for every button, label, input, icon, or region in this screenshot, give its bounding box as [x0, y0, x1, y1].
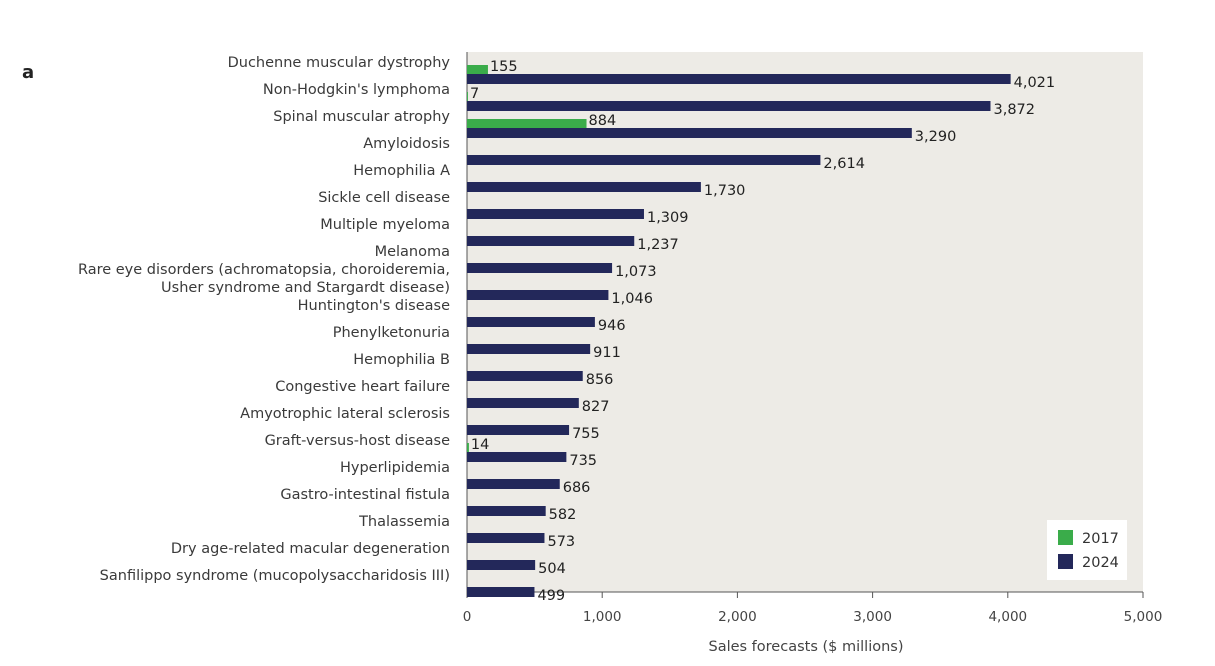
- value-label-2024: 911: [593, 345, 621, 361]
- bar-2024: [467, 344, 591, 354]
- value-label-2024: 499: [537, 588, 565, 604]
- value-label-2024: 2,614: [823, 156, 865, 172]
- category-label: Phenylketonuria: [333, 325, 450, 341]
- bar-2024: [467, 560, 536, 570]
- category-label: Graft-versus-host disease: [265, 433, 451, 449]
- category-label: Sanfilippo syndrome (mucopolysaccharidos…: [100, 568, 450, 584]
- value-label-2024: 3,290: [915, 129, 957, 145]
- category-label: Congestive heart failure: [275, 379, 450, 395]
- value-label-2024: 1,046: [611, 291, 653, 307]
- bar-2017: [467, 65, 488, 75]
- category-label: Hemophilia B: [353, 352, 450, 368]
- category-label: Amyloidosis: [363, 136, 450, 152]
- category-labels: Duchenne muscular dystrophy Non-Hodgkin's…: [78, 55, 450, 584]
- bar-2024: [467, 587, 535, 597]
- bar-2024: [467, 371, 583, 381]
- legend: 2017 2024: [1047, 520, 1127, 580]
- value-label-2024: 582: [549, 507, 577, 523]
- value-label-2017: 884: [589, 113, 617, 129]
- x-tick-label: 3,000: [853, 609, 892, 625]
- bar-2024: [467, 479, 560, 489]
- value-label-2024: 946: [598, 318, 626, 334]
- value-label-2017: 7: [470, 86, 479, 102]
- bar-2024: [467, 452, 567, 462]
- bars: [467, 65, 1011, 597]
- value-label-2024: 755: [572, 426, 600, 442]
- bar-2024: [467, 128, 912, 138]
- x-tick-label: 1,000: [583, 609, 622, 625]
- category-label: Multiple myeloma: [320, 217, 450, 233]
- category-label: Sickle cell disease: [318, 190, 450, 206]
- bar-2024: [467, 236, 635, 246]
- x-axis-ticks: 0 1,000 2,000 3,000 4,000 5,000: [463, 592, 1163, 625]
- bar-2024: [467, 101, 991, 111]
- category-label: Spinal muscular atrophy: [273, 109, 450, 125]
- x-axis-title: Sales forecasts ($ millions): [708, 639, 903, 655]
- category-label: Thalassemia: [358, 514, 450, 530]
- bar-2024: [467, 398, 579, 408]
- value-label-2024: 827: [582, 399, 610, 415]
- bar-2024: [467, 506, 546, 516]
- bar-2017: [467, 443, 469, 453]
- legend-label-2017: 2017: [1082, 531, 1119, 547]
- bar-2024: [467, 182, 701, 192]
- value-label-2024: 686: [563, 480, 591, 496]
- category-label: Dry age-related macular degeneration: [171, 541, 450, 557]
- category-label: Melanoma: [375, 244, 450, 260]
- category-label: Non-Hodgkin's lymphoma: [263, 82, 450, 98]
- bar-2024: [467, 263, 613, 273]
- value-label-2024: 1,309: [647, 210, 689, 226]
- category-label: Gastro-intestinal fistula: [280, 487, 450, 503]
- bar-2024: [467, 533, 545, 543]
- legend-swatch-2017: [1058, 530, 1073, 545]
- legend-label-2024: 2024: [1082, 555, 1119, 571]
- value-label-2024: 573: [547, 534, 575, 550]
- value-label-2024: 4,021: [1014, 75, 1056, 91]
- bar-2024: [467, 290, 609, 300]
- category-label: Usher syndrome and Stargardt disease): [161, 280, 450, 296]
- bar-2017: [467, 92, 468, 102]
- value-label-2017: 14: [471, 437, 489, 453]
- value-label-2024: 3,872: [993, 102, 1035, 118]
- bar-2024: [467, 74, 1011, 84]
- legend-box: [1047, 520, 1127, 580]
- value-label-2024: 1,237: [637, 237, 679, 253]
- legend-swatch-2024: [1058, 554, 1073, 569]
- value-label-2024: 1,073: [615, 264, 657, 280]
- category-label: Huntington's disease: [298, 298, 450, 314]
- x-tick-label: 0: [463, 609, 472, 625]
- x-tick-label: 5,000: [1124, 609, 1163, 625]
- value-label-2024: 504: [538, 561, 566, 577]
- category-label: Amyotrophic lateral sclerosis: [240, 406, 450, 422]
- category-label: Rare eye disorders (achromatopsia, choro…: [78, 262, 450, 278]
- panel-label: a: [22, 62, 35, 83]
- value-label-2017: 155: [490, 59, 518, 75]
- bar-2024: [467, 425, 570, 435]
- bar-2024: [467, 317, 595, 327]
- x-tick-label: 2,000: [718, 609, 757, 625]
- value-labels: 155 4,021 7 3,872 884 3,290 2,614 1,730 1,309 1,2…: [470, 59, 1055, 604]
- category-label: Duchenne muscular dystrophy: [228, 55, 451, 71]
- value-label-2024: 856: [586, 372, 614, 388]
- bar-2017: [467, 119, 587, 129]
- value-label-2024: 1,730: [704, 183, 746, 199]
- value-label-2024: 735: [569, 453, 597, 469]
- x-tick-label: 4,000: [988, 609, 1027, 625]
- bar-2024: [467, 209, 644, 219]
- category-label: Hemophilia A: [353, 163, 450, 179]
- bar-2024: [467, 155, 821, 165]
- category-label: Hyperlipidemia: [340, 460, 450, 476]
